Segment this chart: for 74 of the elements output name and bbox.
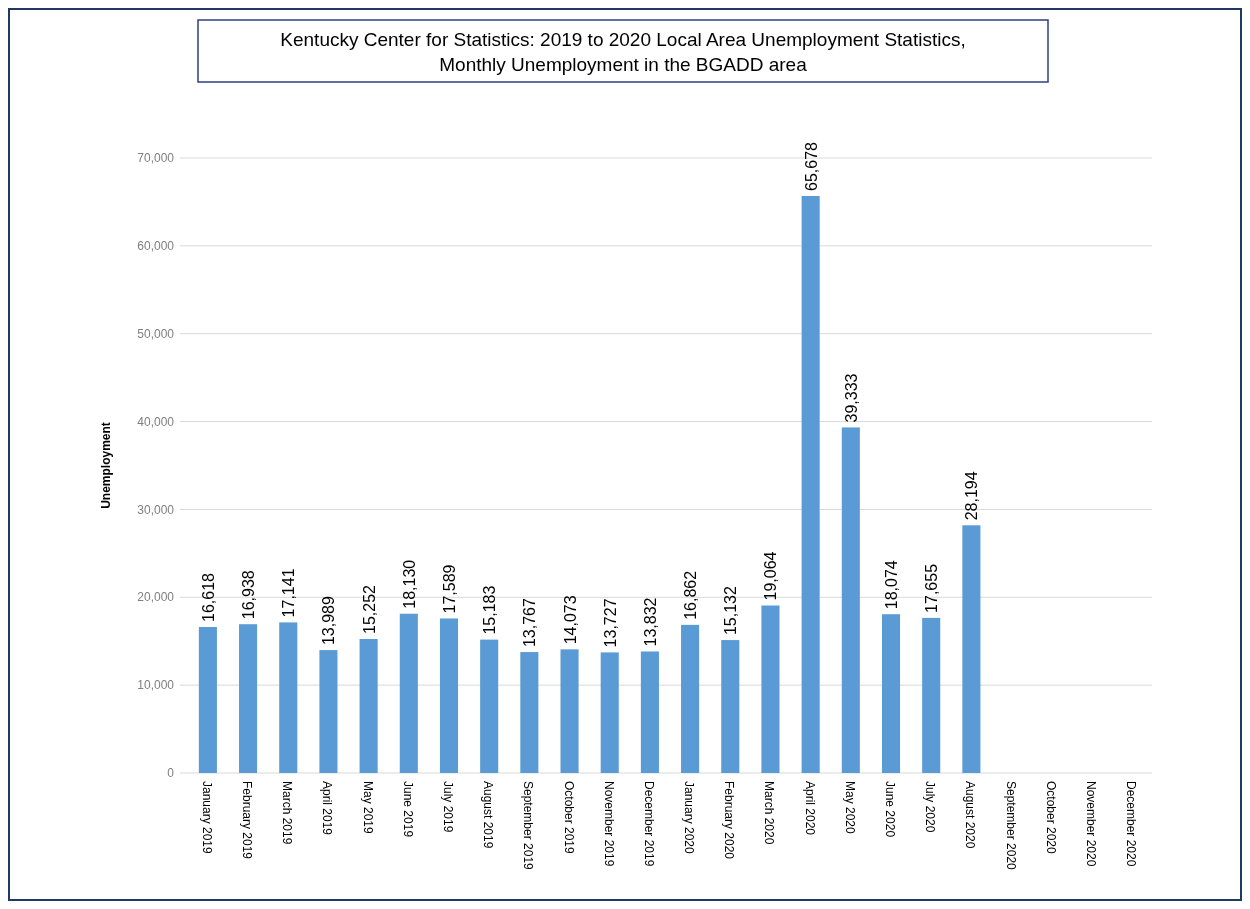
- x-tick-label: April 2019: [320, 781, 335, 836]
- data-label: 14,073: [561, 595, 579, 645]
- y-tick-label: 70,000: [137, 151, 175, 166]
- x-tick-label: February 2019: [240, 781, 255, 860]
- y-tick-label: 60,000: [137, 239, 175, 254]
- x-tick-label: January 2020: [682, 781, 697, 855]
- x-tick-label: July 2020: [923, 781, 938, 833]
- bar: [279, 622, 298, 773]
- bar: [239, 624, 258, 773]
- y-tick-label: 30,000: [137, 502, 175, 517]
- x-tick-label: January 2019: [199, 781, 214, 855]
- y-axis-title: Unemployment: [99, 422, 113, 509]
- data-label: 16,862: [682, 570, 700, 620]
- data-label: 18,074: [883, 560, 901, 610]
- bar: [922, 617, 941, 773]
- x-tick-label: August 2019: [481, 781, 496, 849]
- data-label: 19,064: [762, 551, 780, 601]
- bar: [841, 427, 860, 773]
- x-tick-label: October 2020: [1043, 781, 1058, 855]
- y-tick-label: 50,000: [137, 326, 175, 341]
- x-tick-label: May 2019: [360, 781, 375, 835]
- data-label: 17,655: [923, 563, 941, 613]
- data-label: 65,678: [802, 141, 820, 191]
- data-label: 15,183: [481, 585, 499, 635]
- bar: [881, 614, 901, 773]
- bar: [560, 649, 579, 773]
- data-label: 28,194: [963, 471, 981, 521]
- bar: [319, 650, 338, 773]
- bar: [801, 195, 820, 773]
- data-label: 15,252: [360, 584, 378, 634]
- bar: [359, 639, 378, 773]
- data-label: 39,333: [842, 373, 860, 423]
- bar: [640, 651, 659, 773]
- data-label: 15,132: [722, 586, 740, 636]
- bar: [761, 605, 780, 773]
- bar: [480, 639, 499, 773]
- bar: [600, 652, 619, 773]
- x-tick-label: December 2020: [1124, 781, 1139, 867]
- x-tick-label: December 2019: [641, 781, 656, 867]
- data-label: 18,130: [400, 559, 418, 609]
- y-tick-label: 0: [167, 766, 175, 781]
- x-tick-label: June 2019: [400, 781, 415, 838]
- x-tick-label: September 2019: [521, 781, 536, 871]
- bar: [399, 613, 418, 773]
- y-tick-label: 10,000: [137, 678, 175, 693]
- data-label: 13,989: [320, 596, 338, 646]
- x-tick-label: September 2020: [1003, 781, 1018, 871]
- y-tick-label: 40,000: [137, 414, 175, 429]
- bar: [681, 624, 700, 773]
- bar: [198, 627, 217, 773]
- data-label: 16,618: [199, 572, 217, 622]
- data-label: 13,767: [521, 598, 539, 648]
- x-tick-label: October 2019: [561, 781, 576, 855]
- chart-title: Kentucky Center for Statistics: 2019 to 2020 Local Area Unemployment Statistics, Monthly Unemployment in the BGADD area: [280, 29, 966, 75]
- x-tick-label: February 2020: [722, 781, 737, 860]
- data-label: 13,727: [601, 598, 619, 648]
- x-tick-label: March 2020: [762, 781, 777, 845]
- x-tick-label: November 2020: [1083, 781, 1098, 867]
- data-label: 16,938: [240, 570, 258, 620]
- data-label: 17,589: [440, 564, 458, 614]
- x-tick-label: June 2020: [883, 781, 898, 838]
- bar: [520, 652, 539, 773]
- data-label: 17,141: [280, 568, 298, 618]
- x-tick-label: April 2020: [802, 781, 817, 836]
- bar: [721, 640, 740, 773]
- x-tick-label: May 2020: [842, 781, 857, 835]
- data-label: 13,832: [641, 597, 659, 647]
- bar: [962, 525, 981, 773]
- x-tick-label: March 2019: [280, 781, 295, 845]
- x-tick-label: August 2020: [963, 781, 978, 849]
- bar: [439, 618, 459, 773]
- y-tick-label: 20,000: [137, 590, 175, 605]
- x-tick-label: November 2019: [601, 781, 616, 867]
- x-tick-label: July 2019: [440, 781, 455, 833]
